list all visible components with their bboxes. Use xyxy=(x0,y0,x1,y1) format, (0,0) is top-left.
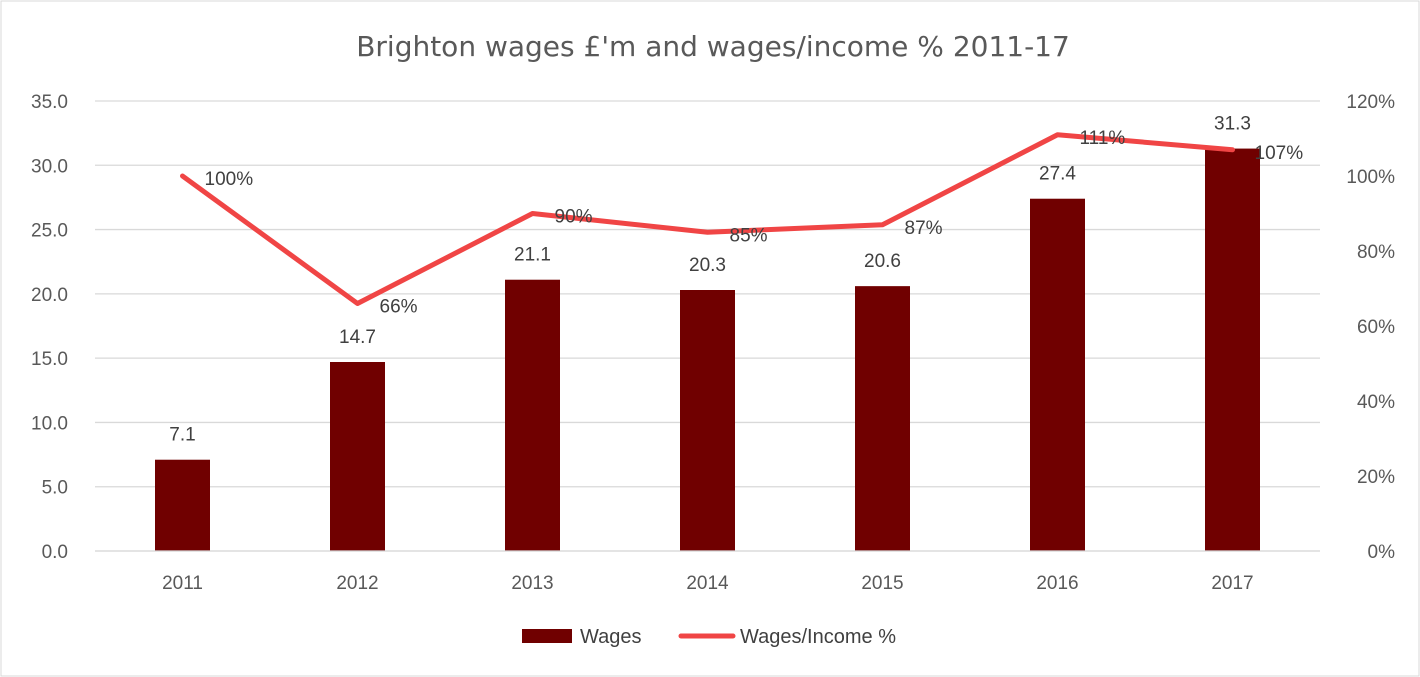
line-path xyxy=(180,132,1235,306)
bar-data-label: 31.3 xyxy=(1214,114,1251,135)
x-axis-tick-label: 2017 xyxy=(1211,573,1253,594)
right-axis-tick-label: 60% xyxy=(1357,317,1395,338)
right-axis-tick-label: 100% xyxy=(1346,167,1395,188)
x-axis-tick-label: 2012 xyxy=(336,573,378,594)
bar xyxy=(855,286,910,551)
right-axis-tick-label: 0% xyxy=(1368,542,1396,563)
left-axis-tick-label: 10.0 xyxy=(31,413,68,434)
legend: Wages Wages/Income % xyxy=(522,626,896,648)
legend-label-line: Wages/Income % xyxy=(740,626,896,648)
bar-data-label: 21.1 xyxy=(514,245,551,266)
line-series: 100% 66% 90% 85% 87% 111% 107% xyxy=(180,128,1304,318)
left-axis-tick-label: 30.0 xyxy=(31,156,68,177)
line-data-label: 107% xyxy=(1255,143,1304,164)
right-axis-tick-label: 20% xyxy=(1357,467,1395,488)
bar-data-label: 20.3 xyxy=(689,255,726,276)
line-data-label: 111% xyxy=(1080,128,1126,149)
bar xyxy=(155,459,210,551)
x-axis-tick-label: 2015 xyxy=(861,573,903,594)
legend-label-bar: Wages xyxy=(580,626,642,648)
line-data-label: 85% xyxy=(730,225,768,246)
bar xyxy=(1205,148,1260,552)
x-axis-ticks: 2011 2012 2013 2014 2015 2016 2017 xyxy=(95,550,1320,594)
left-axis-ticks: 0.0 5.0 10.0 15.0 20.0 25.0 30.0 35.0 xyxy=(31,92,68,563)
bar-data-label: 27.4 xyxy=(1039,164,1076,185)
bar xyxy=(505,279,560,551)
bar-data-label: 7.1 xyxy=(169,425,195,446)
left-axis-tick-label: 20.0 xyxy=(31,285,68,306)
left-axis-tick-label: 35.0 xyxy=(31,92,68,113)
x-axis-tick-label: 2016 xyxy=(1036,573,1078,594)
x-axis-tick-label: 2013 xyxy=(511,573,553,594)
x-axis-tick-label: 2011 xyxy=(162,573,203,594)
left-axis-tick-label: 15.0 xyxy=(31,349,68,370)
bar xyxy=(1030,198,1085,551)
right-axis-ticks: 0% 20% 40% 60% 80% 100% 120% xyxy=(1346,92,1395,563)
legend-swatch-bar xyxy=(522,629,572,643)
bar-data-label: 14.7 xyxy=(339,327,376,348)
bar-series: 7.1 14.7 21.1 20.3 20.6 27.4 31.3 xyxy=(155,114,1260,552)
right-axis-tick-label: 40% xyxy=(1357,392,1395,413)
right-axis-tick-label: 80% xyxy=(1357,242,1395,263)
bar-data-label: 20.6 xyxy=(864,251,901,272)
bar xyxy=(680,290,735,551)
chart-title: Brighton wages £'m and wages/income % 20… xyxy=(356,30,1070,63)
line-data-label: 66% xyxy=(380,297,418,318)
line-data-label: 90% xyxy=(555,207,593,228)
line-data-label: 100% xyxy=(205,169,254,190)
left-axis-tick-label: 25.0 xyxy=(31,221,68,242)
line-data-label: 87% xyxy=(905,218,943,239)
bar xyxy=(330,362,385,551)
x-axis-tick-label: 2014 xyxy=(686,573,729,594)
left-axis-tick-label: 5.0 xyxy=(42,478,68,499)
left-axis-tick-label: 0.0 xyxy=(42,542,68,563)
right-axis-tick-label: 120% xyxy=(1346,92,1395,113)
